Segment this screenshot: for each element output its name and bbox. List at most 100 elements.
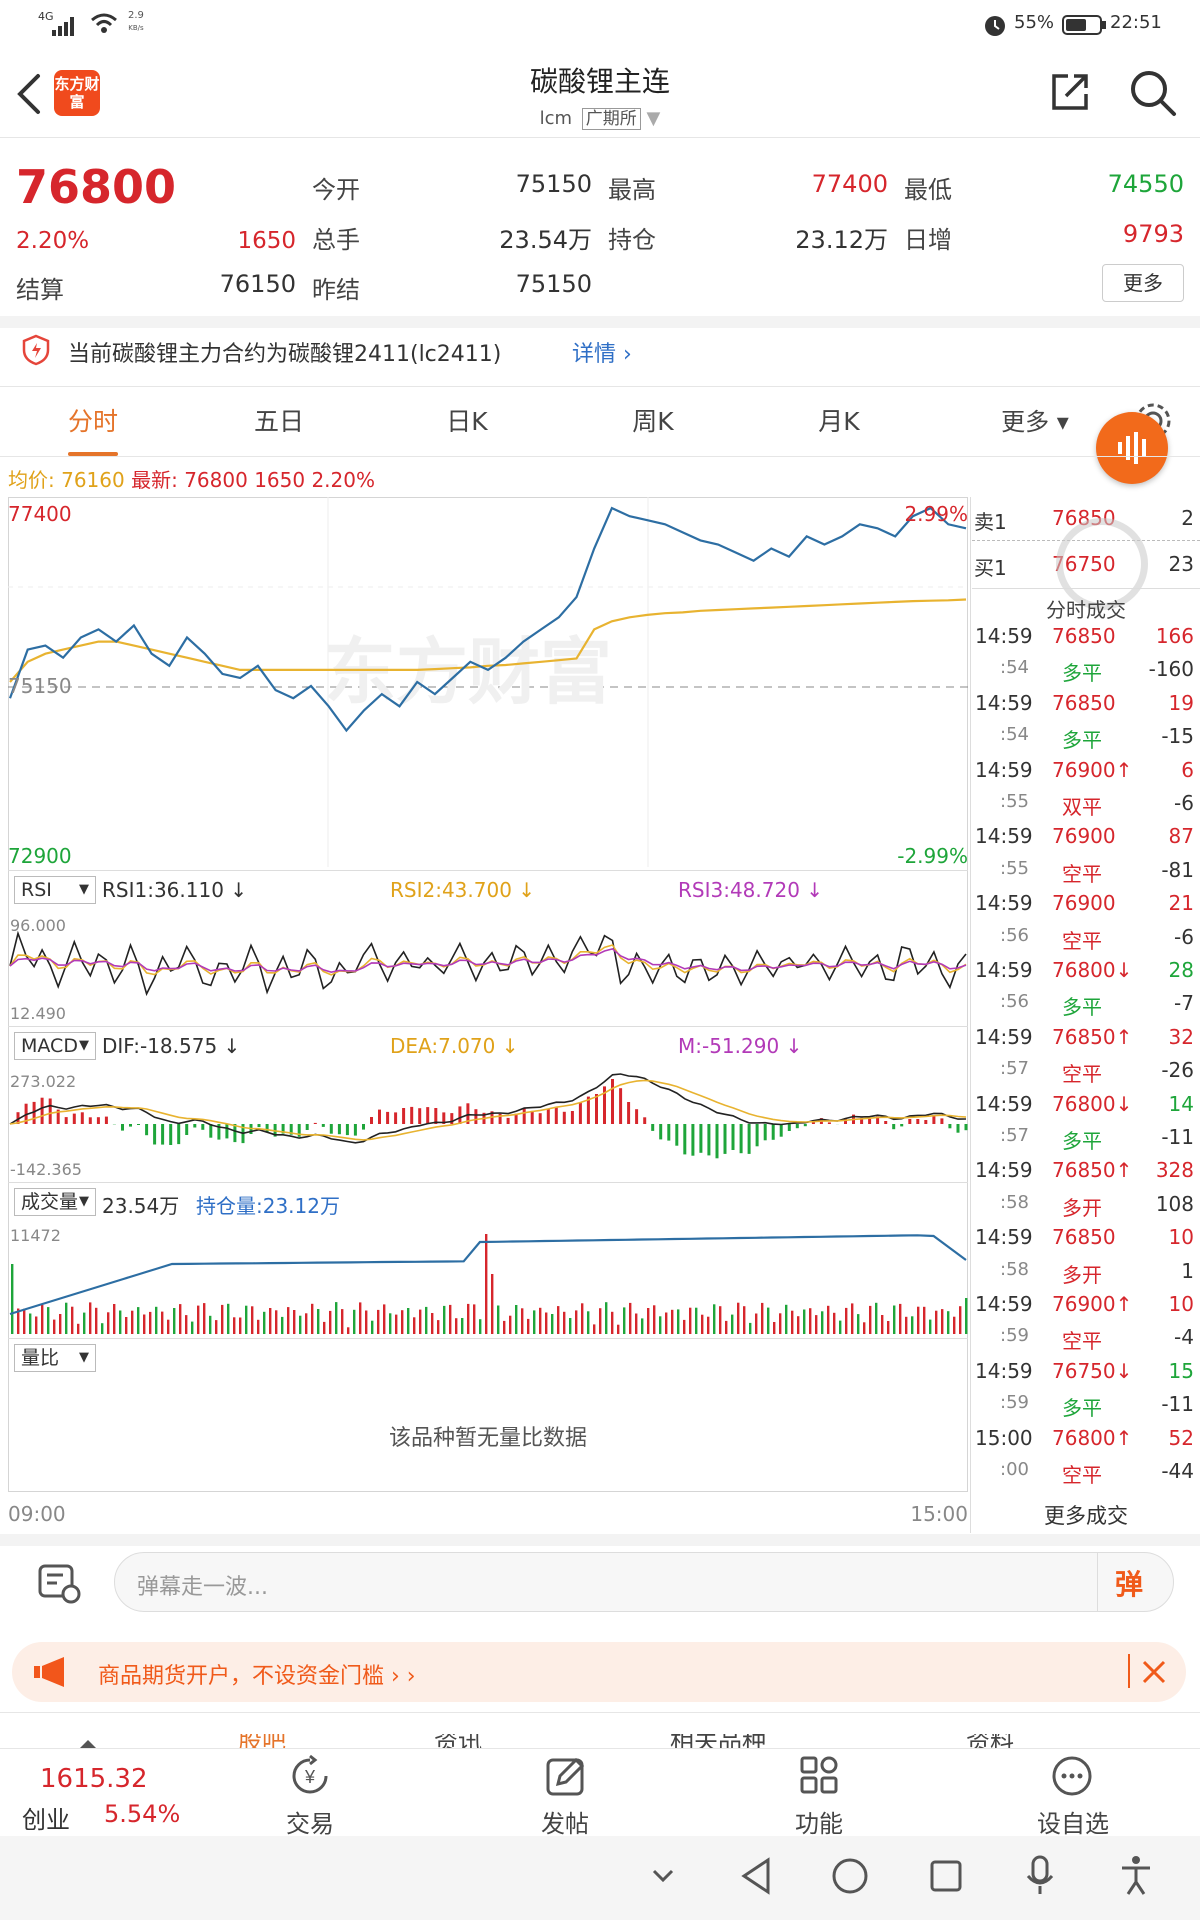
nav-function[interactable]: 功能 [795,1810,843,1838]
volume-bar [911,1316,914,1334]
volume-bar [23,1308,26,1334]
rsi1-text: RSI1:36.110 [102,878,224,902]
volume-bar [959,1306,962,1334]
more-trades-link[interactable]: 更多成交 [1044,1504,1128,1528]
volume-bar [845,1307,848,1334]
macd-bar [129,1124,132,1127]
tab-five-day[interactable]: 五日 [253,407,304,436]
trade-time: :55 [1000,791,1029,812]
caret-down-icon: ▼ [79,1038,89,1053]
macd-bar [779,1124,783,1137]
y-axis-bottom: 72900 [8,844,72,868]
m-text: M:-51.290 [678,1034,780,1058]
trade-price: 76850 [1052,624,1116,648]
volume-bar [623,1307,626,1334]
nav-trade[interactable]: 交易 [286,1810,334,1838]
macd-bar [651,1124,655,1131]
yuan-trade-icon[interactable]: ¥ [288,1754,332,1798]
open-interest-total: 持仓量:23.12万 [196,1194,340,1218]
back-triangle-icon[interactable] [738,1856,774,1896]
promo-text: 商品期货开户，不设资金门槛 › › [98,1664,416,1689]
promo-banner[interactable]: 商品期货开户，不设资金门槛 › › [12,1642,1186,1702]
trade-volume: -160 [1148,657,1194,682]
chevron-down-icon[interactable] [650,1866,676,1886]
accessibility-icon[interactable] [1118,1854,1154,1898]
macd-bar [603,1086,606,1124]
volume-chart[interactable] [8,1224,970,1336]
volume-axis-top: 11472 [10,1226,61,1245]
macd-bar [747,1124,751,1154]
volume-bar [491,1274,494,1334]
exchange-badge: 广期所 [581,108,641,130]
macd-chart[interactable] [8,1068,970,1180]
tab-intraday[interactable]: 分时 [67,407,118,436]
contract-subtitle[interactable]: lcm 广期所 ▼ [0,104,1200,130]
trade-row: 14:59 76900↑ 10 [970,1292,1200,1325]
tab-guba[interactable]: 股吧 [238,1734,286,1748]
volume-bar [131,1310,134,1334]
macd-selector-label: MACD [21,1035,78,1057]
macd-bar [763,1124,767,1141]
volume-bar [293,1310,296,1334]
comment-list-icon[interactable] [36,1560,82,1606]
more-quote-button[interactable]: 更多 [1102,264,1184,302]
rsi-chart[interactable] [8,912,970,1024]
macd-bar [80,1112,84,1124]
danmu-input[interactable]: 弹幕走一波... 弹 [114,1552,1174,1612]
volume-bar [251,1306,254,1334]
volume-bar [569,1318,572,1334]
share-icon[interactable] [1048,70,1092,114]
caret-down-icon: ▼ [79,1350,89,1365]
tab-news[interactable]: 资讯 [434,1734,482,1748]
ratio-selector[interactable]: 量比 ▼ [14,1344,96,1372]
index-name: 创业 [22,1806,70,1834]
volume-bar [347,1327,350,1334]
macd-bar [884,1121,888,1124]
trade-time: 14:59 [975,824,1033,849]
macd-bar [932,1116,936,1124]
back-arrow-icon[interactable] [14,72,44,116]
macd-bar [964,1124,968,1131]
trade-row: 15:00 76800↑ 52 [970,1426,1200,1459]
home-circle-icon[interactable] [830,1856,870,1896]
close-icon[interactable] [1140,1658,1168,1686]
rsi3-text: RSI3:48.720 [678,878,800,902]
app-logo[interactable]: 东方财富 [54,70,100,116]
tab-profile[interactable]: 资料 [966,1734,1014,1748]
tab-monthly-k[interactable]: 月K [818,407,860,436]
trade-price: 76800↓ [1052,1091,1133,1116]
tab-related[interactable]: 相关品种 [670,1734,766,1748]
tab-weekly-k[interactable]: 周K [632,407,674,436]
microphone-icon[interactable] [1024,1854,1056,1898]
intraday-price-chart[interactable]: 东方财富 [8,497,970,869]
recents-square-icon[interactable] [928,1858,964,1894]
macd-bar [145,1124,149,1136]
macd-bar [627,1102,631,1124]
trade-price: 76850↑ [1052,1024,1133,1049]
volume-bar [137,1307,140,1334]
volume-bar [533,1310,536,1334]
edit-post-icon[interactable] [544,1754,588,1798]
nav-post[interactable]: 发帖 [541,1810,589,1838]
volume-bar [695,1307,698,1334]
macd-bar [659,1124,663,1140]
rsi1-value: RSI1:36.110 ↓ [102,878,247,902]
search-icon[interactable] [1128,68,1178,118]
trade-row: :00 空平 -44 [970,1459,1200,1492]
macd-selector[interactable]: MACD ▼ [14,1032,96,1060]
notice-detail-link[interactable]: 详情 › [572,342,632,367]
index-value[interactable]: 1615.32 [40,1764,148,1794]
volume-selector[interactable]: 成交量 ▼ [14,1188,96,1216]
voice-assistant-button[interactable] [1096,412,1168,484]
danmu-toggle-icon[interactable]: 弹 [1115,1568,1144,1601]
floating-ring[interactable] [1056,518,1148,610]
grid-function-icon[interactable] [798,1754,842,1798]
trade-price: 空平 [1062,1329,1102,1354]
rsi-selector[interactable]: RSI ▼ [14,876,96,904]
volume-bar [395,1314,398,1334]
tab-more[interactable]: 更多 ▾ [1001,408,1069,436]
daily-inc-label: 日增 [904,226,952,254]
nav-add-watchlist[interactable]: 设自选 [1037,1810,1109,1838]
tab-daily-k[interactable]: 日K [446,407,488,436]
add-watchlist-icon[interactable] [1050,1754,1094,1798]
